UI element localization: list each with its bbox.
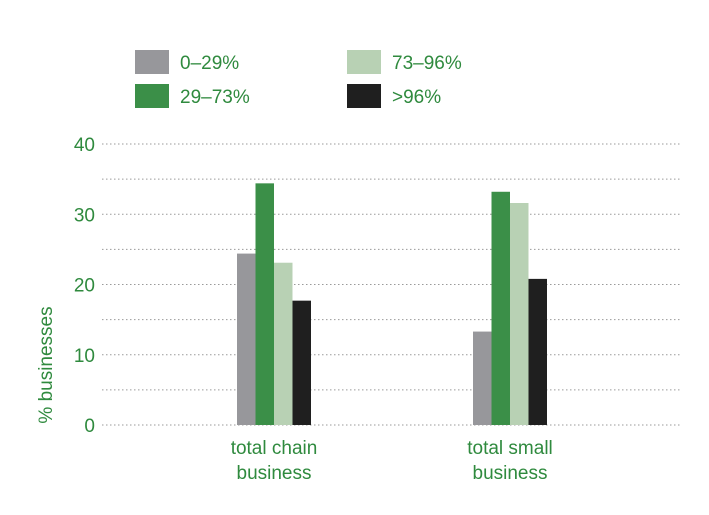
y-tick-label: 30 [74, 205, 95, 226]
x-category-label: business [473, 463, 548, 484]
x-axis-category-labels: total chain business total small business [231, 438, 553, 484]
y-axis-ticks: 0 10 20 30 40 [74, 135, 95, 437]
y-tick-label: 20 [74, 276, 95, 297]
x-category-label: business [237, 463, 312, 484]
gridlines [102, 143, 682, 426]
legend-label: 73–96% [392, 53, 462, 74]
bar [473, 331, 492, 425]
legend-label: 29–73% [180, 87, 250, 108]
bars [237, 183, 547, 425]
x-category-label: total chain [231, 438, 318, 459]
legend: 0–29% 29–73% 73–96% >96% [135, 50, 462, 108]
legend-swatch [347, 50, 381, 74]
bar [237, 253, 256, 425]
bar [255, 183, 274, 425]
y-tick-label: 0 [84, 416, 95, 437]
bar [274, 262, 293, 425]
y-tick-label: 40 [74, 135, 95, 156]
legend-label: 0–29% [180, 53, 239, 74]
bar [510, 203, 529, 425]
legend-swatch [347, 84, 381, 108]
legend-label: >96% [392, 87, 441, 108]
y-axis-title: % businesses [36, 306, 57, 423]
bar [528, 278, 547, 425]
legend-swatch [135, 50, 169, 74]
legend-swatch [135, 84, 169, 108]
bar [491, 191, 510, 425]
x-category-label: total small [467, 438, 553, 459]
y-tick-label: 10 [74, 346, 95, 367]
bar [292, 300, 311, 425]
